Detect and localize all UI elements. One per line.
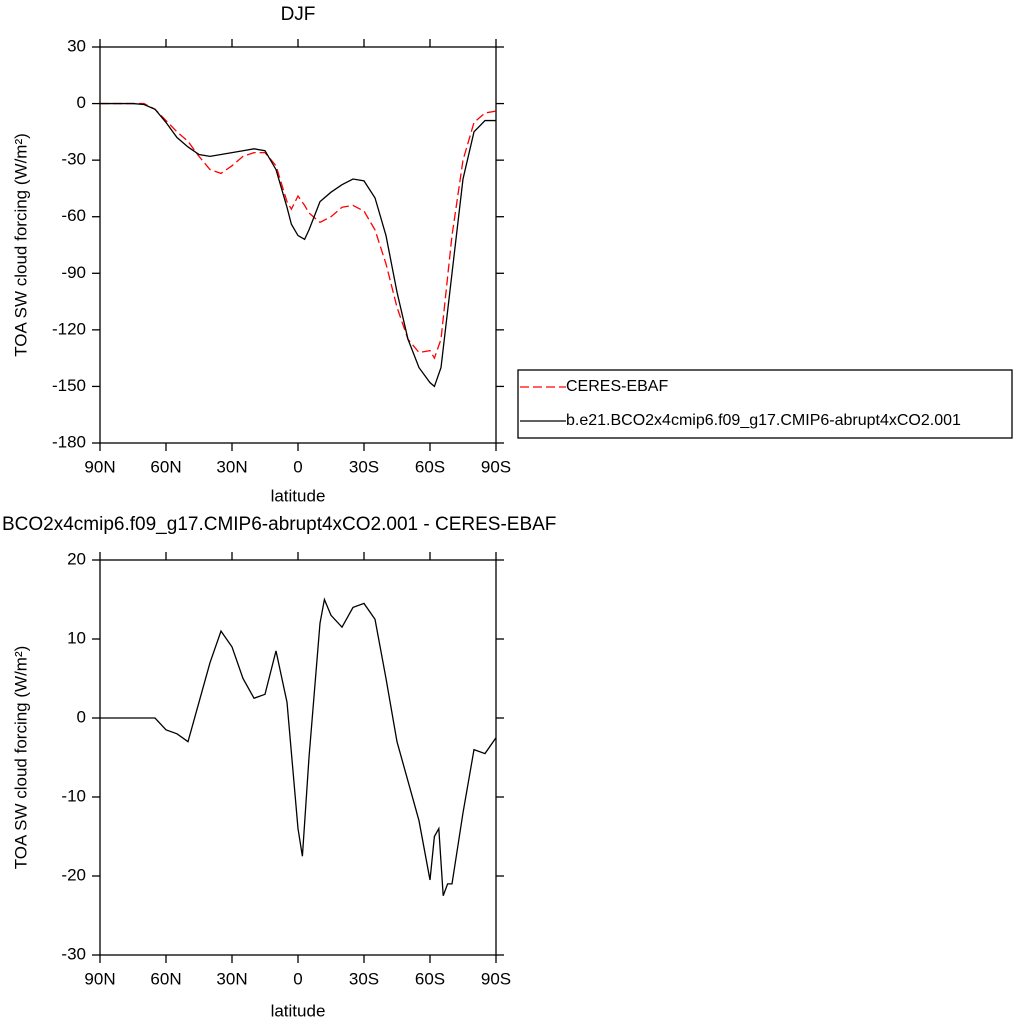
x-tick-label: 90N bbox=[84, 969, 115, 988]
x-tick-label: 60S bbox=[415, 457, 445, 476]
x-tick-label: 30S bbox=[349, 969, 379, 988]
y-tick-label: -180 bbox=[52, 432, 86, 451]
y-tick-label: -30 bbox=[61, 150, 86, 169]
y-axis-label: TOA SW cloud forcing (W/m²) bbox=[11, 133, 30, 357]
y-tick-label: -20 bbox=[61, 865, 86, 884]
y-tick-label: -120 bbox=[52, 319, 86, 338]
plot-frame bbox=[99, 46, 497, 444]
y-tick-label: -90 bbox=[61, 263, 86, 282]
y-tick-label: 10 bbox=[67, 628, 86, 647]
x-tick-label: 0 bbox=[293, 457, 302, 476]
x-tick-label: 0 bbox=[293, 969, 302, 988]
y-tick-label: -60 bbox=[61, 206, 86, 225]
x-tick-label: 90S bbox=[481, 969, 511, 988]
y-axis-label: TOA SW cloud forcing (W/m²) bbox=[11, 646, 30, 870]
x-axis-label: latitude bbox=[271, 486, 326, 505]
legend-label: b.e21.BCO2x4cmip6.f09_g17.CMIP6-abrupt4x… bbox=[566, 412, 961, 429]
y-tick-label: 0 bbox=[77, 93, 86, 112]
x-tick-label: 90N bbox=[84, 457, 115, 476]
x-axis-label: latitude bbox=[271, 1001, 326, 1020]
x-tick-label: 30S bbox=[349, 457, 379, 476]
x-tick-label: 90S bbox=[481, 457, 511, 476]
legend-box bbox=[517, 369, 1013, 439]
data-line bbox=[100, 102, 497, 360]
data-line bbox=[100, 102, 496, 388]
chart-title: DJF bbox=[281, 4, 316, 25]
y-tick-label: 0 bbox=[77, 707, 86, 726]
plot-frame bbox=[99, 559, 497, 956]
x-tick-label: 60N bbox=[150, 969, 181, 988]
y-tick-label: 20 bbox=[67, 549, 86, 568]
y-tick-label: -150 bbox=[52, 376, 86, 395]
y-tick-label: -10 bbox=[61, 786, 86, 805]
x-tick-label: 30N bbox=[216, 457, 247, 476]
y-tick-label: -30 bbox=[61, 944, 86, 963]
legend-label: CERES-EBAF bbox=[566, 378, 668, 395]
y-tick-label: 30 bbox=[67, 36, 86, 55]
data-line bbox=[100, 597, 497, 896]
x-tick-label: 30N bbox=[216, 969, 247, 988]
x-tick-label: 60S bbox=[415, 969, 445, 988]
x-tick-label: 60N bbox=[150, 457, 181, 476]
chart-title: BCO2x4cmip6.f09_g17.CMIP6-abrupt4xCO2.00… bbox=[2, 514, 556, 535]
